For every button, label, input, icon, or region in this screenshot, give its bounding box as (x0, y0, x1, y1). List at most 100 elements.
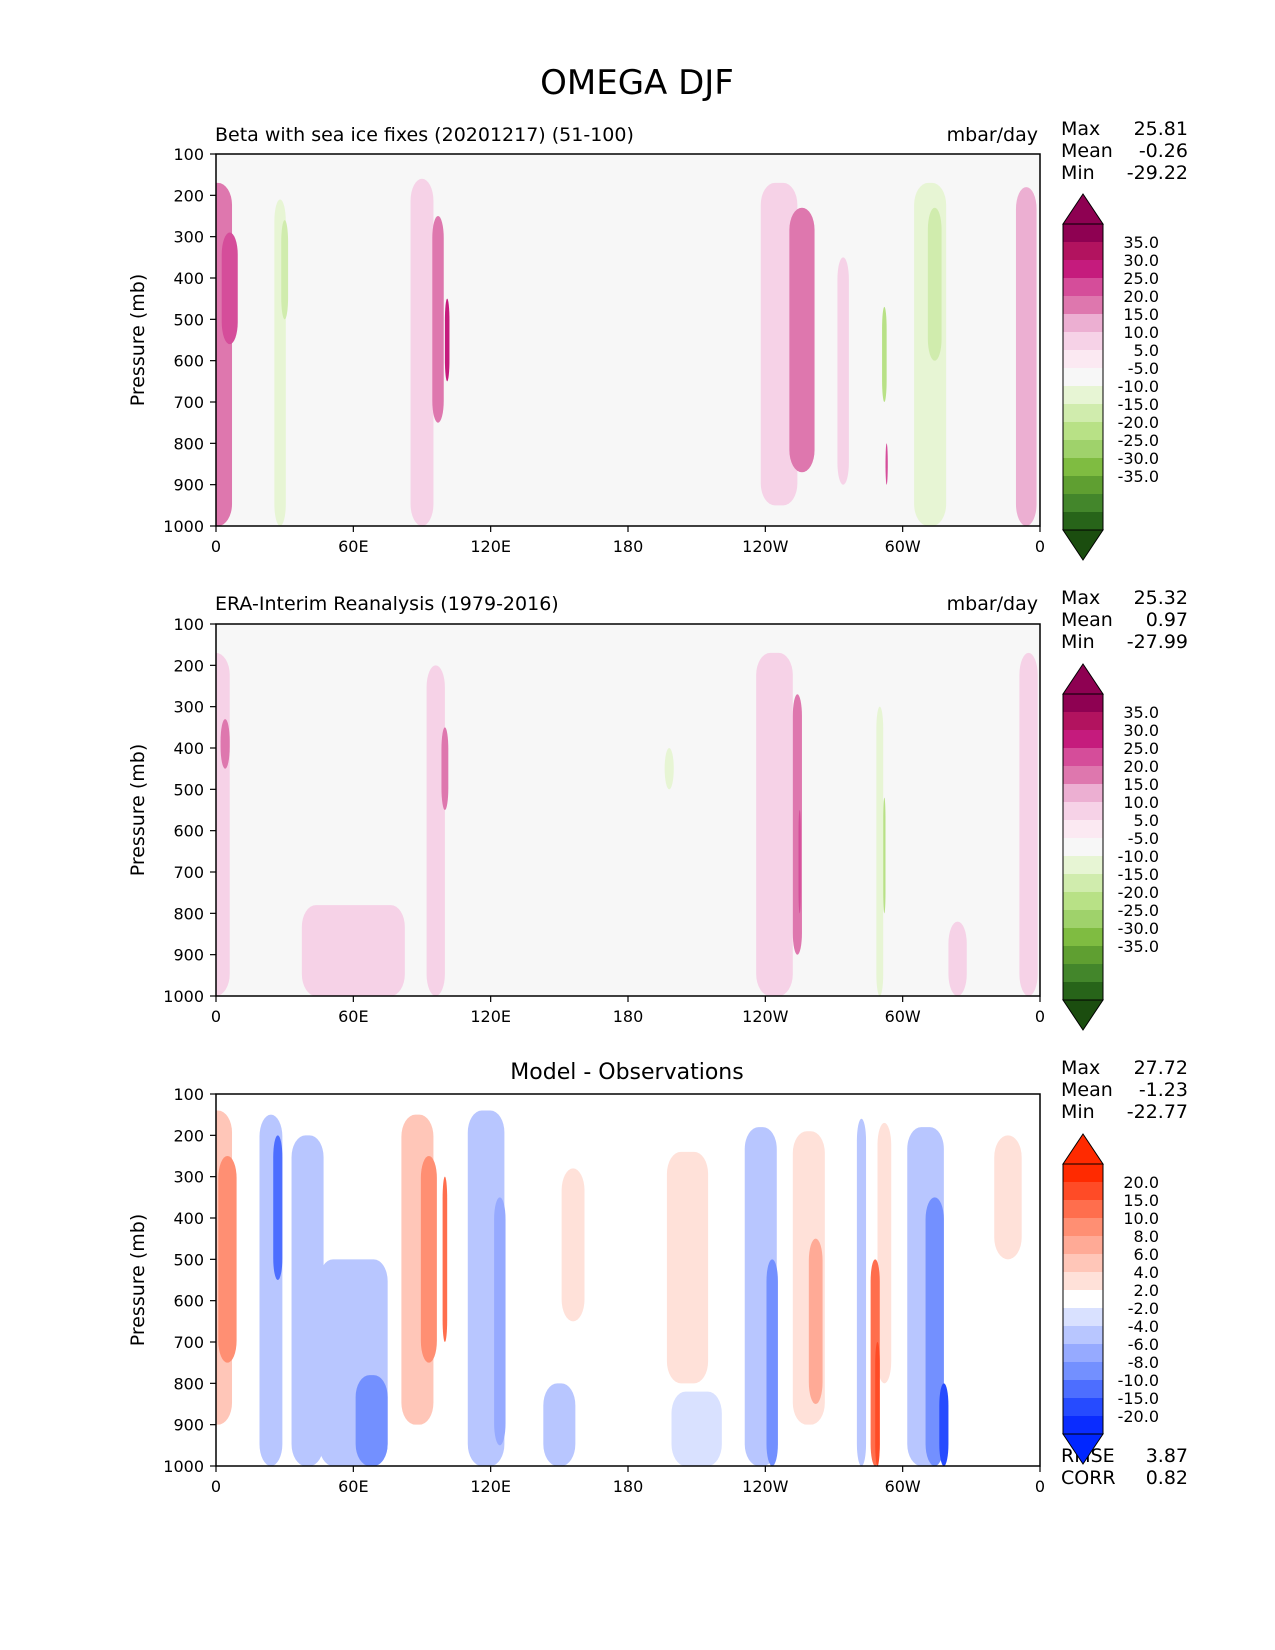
colorbar-segment (1063, 422, 1103, 440)
stat-mean-label: Mean (1061, 140, 1113, 162)
y-tick-label: 100 (173, 615, 204, 634)
colorbar-label: 6.0 (1134, 1245, 1159, 1264)
contour-features (216, 648, 1038, 996)
y-tick-label: 200 (173, 186, 204, 205)
colorbar-label: 35.0 (1123, 233, 1159, 252)
stat-min-label: Min (1061, 631, 1095, 653)
y-tick-label: 300 (173, 698, 204, 717)
contour-region (410, 178, 434, 526)
contour-region (883, 797, 886, 914)
stat-mean-value: -1.23 (1139, 1079, 1188, 1101)
y-tick-label: 300 (173, 1168, 204, 1187)
colorbar-segment (1063, 1254, 1103, 1272)
x-tick-label: 0 (211, 1007, 221, 1026)
panel-model: Beta with sea ice fixes (20201217) (51-1… (127, 118, 1188, 561)
y-tick-label: 700 (173, 863, 204, 882)
stat-mean-label: Mean (1061, 1079, 1113, 1101)
stat-mean-value: -0.26 (1139, 140, 1188, 162)
contour-region (666, 1151, 709, 1384)
colorbar-segment (1063, 1200, 1103, 1218)
x-tick-label: 120E (470, 1477, 511, 1496)
y-tick-label: 600 (173, 822, 204, 841)
colorbar-segment (1063, 260, 1103, 278)
colorbar-segment (1063, 1290, 1103, 1308)
y-tick-label: 100 (173, 145, 204, 164)
colorbar: 20.015.010.08.06.04.02.0-2.0-4.0-6.0-8.0… (1062, 1133, 1159, 1465)
contour-region (499, 195, 551, 526)
y-tick-label: 500 (173, 1250, 204, 1269)
y-tick-label: 800 (173, 1374, 204, 1393)
colorbar-segment (1063, 982, 1103, 1000)
colorbar-segment (1063, 1362, 1103, 1380)
contour-region (939, 1383, 949, 1466)
colorbar-segment (1063, 278, 1103, 296)
colorbar-label: -5.0 (1128, 829, 1159, 848)
colorbar-label: 10.0 (1123, 323, 1159, 342)
colorbar-segment (1063, 1416, 1103, 1434)
contour-region (875, 1342, 880, 1466)
stat-corr-value: 0.82 (1146, 1467, 1188, 1489)
y-tick-label: 1000 (163, 1457, 204, 1476)
colorbar-over-triangle (1062, 1133, 1104, 1165)
colorbar-label: -35.0 (1118, 937, 1159, 956)
colorbar-label: 8.0 (1134, 1227, 1159, 1246)
contour-region (511, 661, 585, 943)
panel-title: ERA-Interim Reanalysis (1979-2016) (215, 593, 559, 615)
y-axis-label: Pressure (mb) (127, 274, 149, 407)
contour-region (808, 1238, 823, 1404)
colorbar-segment (1063, 856, 1103, 874)
x-tick-label: 120E (470, 1007, 511, 1026)
x-tick-label: 180 (613, 1477, 644, 1496)
x-tick-label: 120E (470, 537, 511, 556)
colorbar-segment (1063, 332, 1103, 350)
panel-difference: Model - Observations Pressure (mb) Max 2… (127, 1057, 1188, 1496)
colorbar-segment (1063, 440, 1103, 458)
colorbar-label: 15.0 (1123, 305, 1159, 324)
colorbar-segment (1063, 404, 1103, 422)
x-tick-label: 180 (613, 537, 644, 556)
y-tick-label: 900 (173, 946, 204, 965)
colorbar-label: 5.0 (1134, 341, 1159, 360)
colorbar-segment (1063, 694, 1103, 712)
y-tick-label: 500 (173, 780, 204, 799)
contour-region (766, 1259, 778, 1466)
colorbar-label: -20.0 (1118, 1407, 1159, 1426)
y-tick-label: 900 (173, 1416, 204, 1435)
stat-max-value: 25.32 (1134, 587, 1188, 609)
contour-region (798, 810, 801, 914)
colorbar-segment (1063, 1326, 1103, 1344)
colorbar-over-triangle (1062, 663, 1104, 695)
y-tick-label: 800 (173, 434, 204, 453)
colorbar-segment (1063, 748, 1103, 766)
contour-features (216, 1110, 1022, 1466)
colorbar-label: 10.0 (1123, 793, 1159, 812)
colorbar-label: -25.0 (1118, 901, 1159, 920)
y-tick-label: 800 (173, 904, 204, 923)
colorbar-segment (1063, 1164, 1103, 1182)
colorbar-segment (1063, 1182, 1103, 1200)
contour-region (494, 1197, 506, 1446)
contour-region (543, 1383, 576, 1466)
colorbar-segment (1063, 838, 1103, 856)
y-tick-label: 900 (173, 476, 204, 495)
contour-region (877, 1122, 892, 1384)
colorbar-label: -35.0 (1118, 467, 1159, 486)
colorbar-label: 30.0 (1123, 251, 1159, 270)
colorbar-label: -10.0 (1118, 847, 1159, 866)
colorbar-segment (1063, 296, 1103, 314)
colorbar-under-triangle (1062, 529, 1104, 561)
contour-region (586, 191, 647, 456)
y-tick-label: 500 (173, 310, 204, 329)
contour-region (420, 1156, 437, 1363)
heatmap-plot: 0 60E 120E 180 120W 60W 0 100 200 300 400 500 600 700… (163, 1085, 1045, 1496)
contour-region (927, 207, 942, 361)
contour-region (756, 652, 793, 996)
x-tick-label: 60W (885, 537, 921, 556)
x-tick-label: 0 (1035, 1477, 1045, 1496)
contour-region (925, 1197, 944, 1466)
colorbar-label: 2.0 (1134, 1281, 1159, 1300)
stats-block: Max 25.81 Mean -0.26 Min -29.22 (1061, 118, 1188, 184)
contour-region (664, 748, 674, 790)
colorbar-label: 15.0 (1123, 1191, 1159, 1210)
colorbar-label: 20.0 (1123, 1173, 1159, 1192)
